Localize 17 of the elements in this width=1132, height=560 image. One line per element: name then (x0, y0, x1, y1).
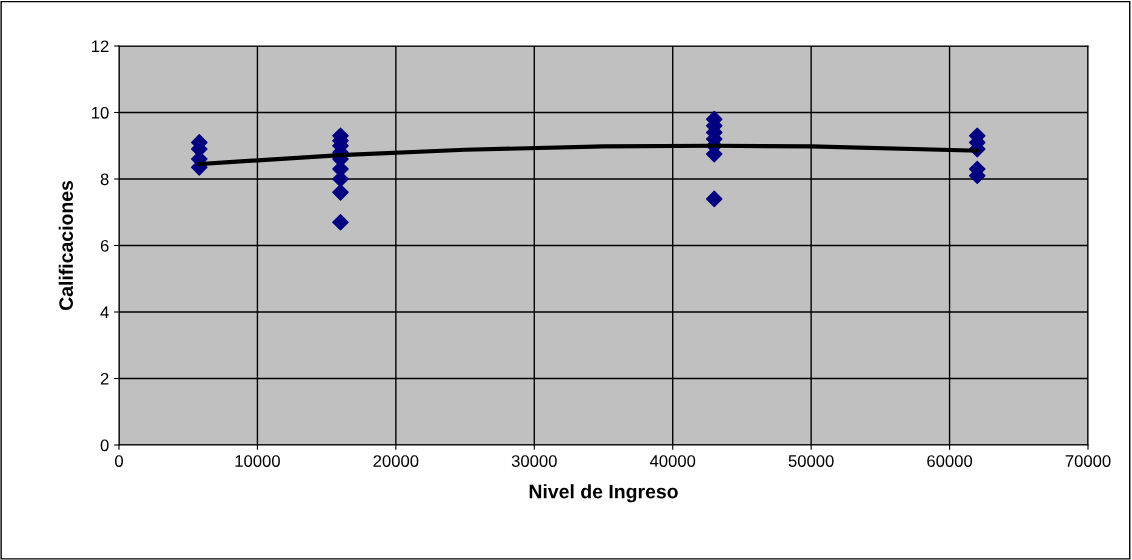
x-tick-label: 70000 (1065, 455, 1111, 467)
y-axis-title: Calificaciones (58, 180, 74, 311)
x-tick-label: 10000 (235, 455, 280, 467)
y-tick-label: 12 (92, 40, 109, 53)
x-tick-label: 40000 (649, 455, 696, 467)
x-tick-label: 0 (115, 455, 123, 467)
y-tick-label: 2 (100, 372, 109, 385)
x-tick-label: 20000 (373, 455, 419, 467)
y-tick-label: 4 (100, 306, 109, 319)
y-tick-label: 6 (100, 239, 109, 252)
x-tick-label: 30000 (511, 455, 557, 467)
y-tick-label: 8 (100, 173, 109, 186)
y-tick-label: 10 (92, 106, 109, 119)
x-tick-label: 50000 (788, 455, 834, 467)
x-tick-label: 60000 (927, 455, 973, 467)
y-tick-label: 0 (100, 439, 109, 452)
x-axis-title: Nivel de Ingreso (529, 484, 678, 503)
